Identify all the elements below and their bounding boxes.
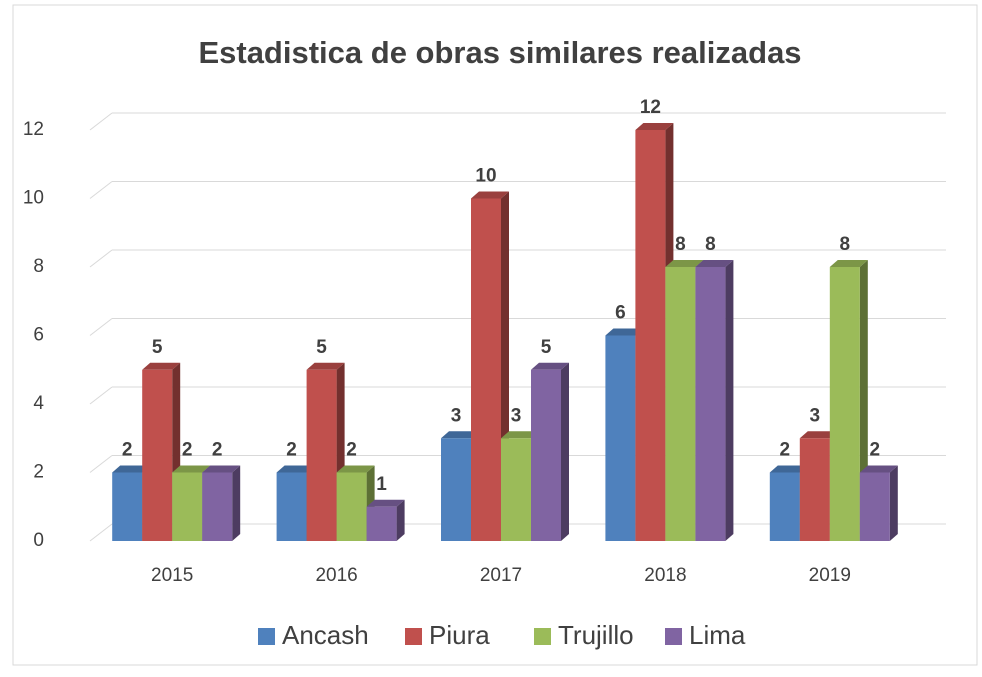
bar-top bbox=[112, 465, 151, 473]
bar bbox=[336, 472, 367, 541]
legend-swatch bbox=[534, 628, 551, 645]
bar bbox=[531, 369, 561, 541]
bar-top bbox=[471, 191, 509, 199]
bar-top bbox=[799, 431, 838, 439]
bar-top bbox=[202, 465, 241, 473]
bar-top bbox=[531, 362, 569, 370]
data-label: 2 bbox=[780, 440, 791, 461]
bar bbox=[306, 369, 337, 541]
data-label: 8 bbox=[705, 234, 716, 255]
bar bbox=[665, 267, 696, 541]
bar bbox=[605, 335, 636, 541]
bar bbox=[366, 506, 397, 541]
y-tick-label: 2 bbox=[33, 462, 44, 483]
data-label: 2 bbox=[870, 440, 881, 461]
bar-side bbox=[889, 465, 898, 541]
x-tick-label: 2017 bbox=[480, 565, 522, 586]
bar bbox=[142, 369, 173, 541]
bar-top bbox=[441, 431, 479, 439]
bar-top bbox=[695, 260, 734, 267]
grid-line-depth bbox=[89, 318, 113, 336]
data-label: 2 bbox=[122, 440, 133, 461]
bar-top bbox=[336, 465, 375, 473]
y-tick-label: 0 bbox=[33, 530, 44, 551]
bar-top bbox=[306, 362, 345, 370]
grid-line-depth bbox=[89, 112, 113, 131]
bar-side bbox=[396, 499, 405, 541]
legend-label: Ancash bbox=[282, 620, 369, 650]
data-label: 2 bbox=[212, 440, 223, 461]
data-label: 2 bbox=[286, 440, 297, 461]
bar-top bbox=[635, 123, 674, 130]
x-tick-label: 2016 bbox=[315, 565, 357, 586]
data-label: 10 bbox=[475, 166, 496, 187]
bar bbox=[276, 472, 307, 541]
bar bbox=[769, 472, 800, 541]
y-tick-label: 8 bbox=[33, 256, 44, 277]
bar-top bbox=[665, 260, 704, 267]
bar-top bbox=[366, 499, 405, 507]
bar-side bbox=[561, 362, 569, 541]
bar-side bbox=[232, 465, 241, 541]
bar bbox=[471, 198, 501, 541]
data-label: 5 bbox=[152, 337, 163, 358]
grid-line-depth bbox=[89, 249, 113, 268]
grid-line-depth bbox=[89, 523, 113, 542]
data-label: 6 bbox=[615, 303, 626, 324]
bar bbox=[202, 472, 233, 541]
bar bbox=[799, 438, 830, 541]
bar bbox=[859, 472, 890, 541]
data-label: 2 bbox=[346, 440, 357, 461]
data-label: 3 bbox=[451, 405, 462, 426]
bar-side bbox=[725, 260, 734, 541]
bar-top bbox=[769, 465, 808, 473]
bar bbox=[172, 472, 203, 541]
grid-line-depth bbox=[89, 386, 113, 405]
data-label: 5 bbox=[316, 337, 327, 358]
legend-swatch bbox=[665, 628, 682, 645]
data-label: 5 bbox=[541, 337, 552, 358]
y-tick-label: 6 bbox=[33, 325, 44, 346]
legend-label: Trujillo bbox=[558, 620, 634, 650]
data-label: 1 bbox=[376, 474, 387, 495]
x-tick-label: 2015 bbox=[151, 565, 193, 586]
data-label: 12 bbox=[640, 97, 661, 118]
data-label: 2 bbox=[182, 440, 193, 461]
bar-top bbox=[172, 465, 211, 473]
legend-label: Piura bbox=[429, 620, 490, 650]
bar bbox=[112, 472, 143, 541]
legend-swatch bbox=[258, 628, 275, 645]
grid-line-depth bbox=[89, 181, 113, 199]
bar-top bbox=[501, 431, 539, 439]
bar-top bbox=[829, 260, 868, 267]
bar bbox=[829, 267, 860, 541]
data-label: 3 bbox=[810, 405, 821, 426]
bar bbox=[441, 438, 471, 541]
y-tick-label: 4 bbox=[33, 393, 44, 414]
chart-title: Estadistica de obras similares realizada… bbox=[198, 35, 801, 70]
bar-top bbox=[142, 362, 181, 370]
x-tick-label: 2018 bbox=[644, 565, 686, 586]
legend-swatch bbox=[405, 628, 422, 645]
bar bbox=[501, 438, 531, 541]
y-tick-label: 10 bbox=[23, 188, 44, 209]
bar-top bbox=[276, 465, 315, 473]
y-tick-label: 12 bbox=[23, 119, 44, 140]
grid-line-depth bbox=[89, 455, 113, 473]
bar bbox=[635, 130, 666, 541]
data-label: 8 bbox=[675, 234, 686, 255]
bar-top bbox=[605, 328, 644, 336]
x-tick-label: 2019 bbox=[809, 565, 851, 586]
data-label: 3 bbox=[511, 405, 522, 426]
bar-top bbox=[859, 465, 898, 473]
legend-label: Lima bbox=[689, 620, 746, 650]
data-label: 8 bbox=[840, 234, 851, 255]
bar bbox=[695, 267, 726, 541]
